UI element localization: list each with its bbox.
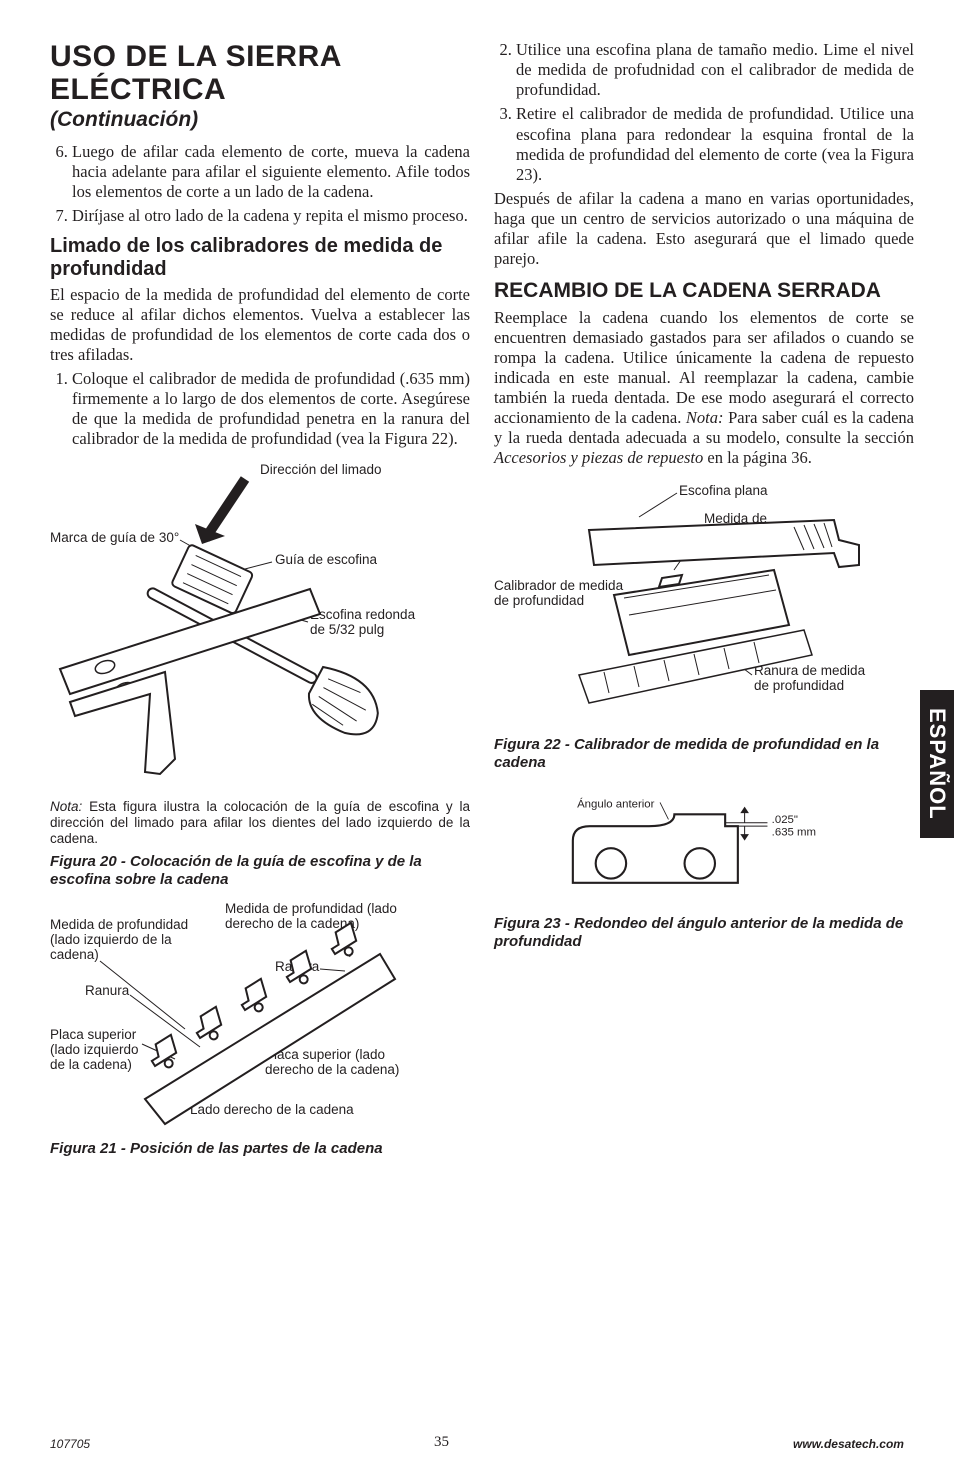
label-cal-2: de profundidad xyxy=(494,593,584,608)
label-marca: Marca de guía de 30° xyxy=(50,530,179,545)
p2c: en la página 36. xyxy=(703,448,812,467)
paragraph-recambio: Reemplace la cadena cuando los elementos… xyxy=(494,308,914,469)
list-item: Luego de afilar cada elemento de corte, … xyxy=(72,142,470,202)
label-ranura-2: de profundidad xyxy=(754,678,844,693)
label-placa-l1: Placa superior xyxy=(50,1027,137,1042)
list-afilar: Luego de afilar cada elemento de corte, … xyxy=(50,142,470,227)
figure-22: Escofina plana Medida de profundidad Cal… xyxy=(494,475,914,730)
figure-21-caption: Figura 21 - Posición de las partes de la… xyxy=(50,1140,470,1158)
label-escofina-plana: Escofina plana xyxy=(679,483,768,498)
heading-uso-b: ELÉCTRICA xyxy=(50,73,470,106)
list-calibrador: Coloque el calibrador de medida de profu… xyxy=(50,369,470,450)
label-placa-r2: derecho de la cadena) xyxy=(265,1062,399,1077)
paragraph: El espacio de la medida de profundidad d… xyxy=(50,285,470,366)
label-cal-1: Calibrador de medida xyxy=(494,578,624,593)
footer-url: www.desatech.com xyxy=(793,1437,904,1451)
list-item: Diríjase al otro lado de la cadena y rep… xyxy=(72,206,470,226)
heading-limado: Limado de los calibradores de medida de … xyxy=(50,235,470,281)
label-direccion: Dirección del limado xyxy=(260,462,382,477)
footer-docnum: 107705 xyxy=(50,1437,90,1451)
footer-page: 35 xyxy=(434,1434,449,1451)
accesorios-ital: Accesorios y piezas de repuesto xyxy=(494,448,703,467)
figure-20: Dirección del limado Marca de guía de 30… xyxy=(50,454,470,799)
label-m1: .025" xyxy=(772,813,798,825)
list-item: Coloque el calibrador de medida de profu… xyxy=(72,369,470,450)
figure-20-note: Nota: Esta figura ilustra la colocación … xyxy=(50,799,470,848)
note-text: Esta figura ilustra la colocación de la … xyxy=(50,799,470,846)
paragraph: Después de afilar la cadena a mano en va… xyxy=(494,189,914,270)
label-placa-l3: de la cadena) xyxy=(50,1057,132,1072)
figure-21: Medida de profundidad (lado derecho de l… xyxy=(50,899,470,1134)
footer: 107705 35 www.desatech.com xyxy=(50,1434,904,1451)
list-escofina: Utilice una escofina plana de tamaño med… xyxy=(494,40,914,185)
heading-uso-a: USO DE LA SIERRA xyxy=(50,40,470,73)
label-m2: .635 mm xyxy=(772,826,816,838)
language-tab: ESPAÑOL xyxy=(920,690,954,838)
label-mp-right-2: derecho de la cadena) xyxy=(225,916,359,931)
nota-prefix: Nota: xyxy=(686,408,724,427)
figure-22-caption: Figura 22 - Calibrador de medida de prof… xyxy=(494,736,914,772)
label-lado: Lado derecho de la cadena xyxy=(190,1102,354,1117)
label-ranura-1: Ranura de medida xyxy=(754,663,866,678)
heading-recambio: RECAMBIO DE LA CADENA SERRADA xyxy=(494,279,914,303)
label-mp-left-3: cadena) xyxy=(50,947,99,962)
label-escofina-2: de 5/32 pulg xyxy=(310,622,384,637)
figure-20-caption: Figura 20 - Colocación de la guía de esc… xyxy=(50,853,470,889)
note-prefix: Nota: xyxy=(50,799,82,814)
label-mp-left-1: Medida de profundidad xyxy=(50,917,188,932)
label-angulo: Ángulo anterior xyxy=(577,797,655,810)
label-escofina-1: Escofina redonda xyxy=(310,607,416,622)
label-mp-right-1: Medida de profundidad (lado xyxy=(225,901,397,916)
list-item: Retire el calibrador de medida de profun… xyxy=(516,104,914,185)
continuation-label: (Continuación) xyxy=(50,108,470,132)
figure-23: Ángulo anterior .025" .635 mm xyxy=(494,794,914,909)
list-item: Utilice una escofina plana de tamaño med… xyxy=(516,40,914,100)
label-placa-l2: (lado izquierdo xyxy=(50,1042,139,1057)
figure-23-caption: Figura 23 - Redondeo del ángulo anterior… xyxy=(494,915,914,951)
label-guia: Guía de escofina xyxy=(275,552,378,567)
label-ranura-l: Ranura xyxy=(85,983,130,998)
label-mp-left-2: (lado izquierdo de la xyxy=(50,932,172,947)
